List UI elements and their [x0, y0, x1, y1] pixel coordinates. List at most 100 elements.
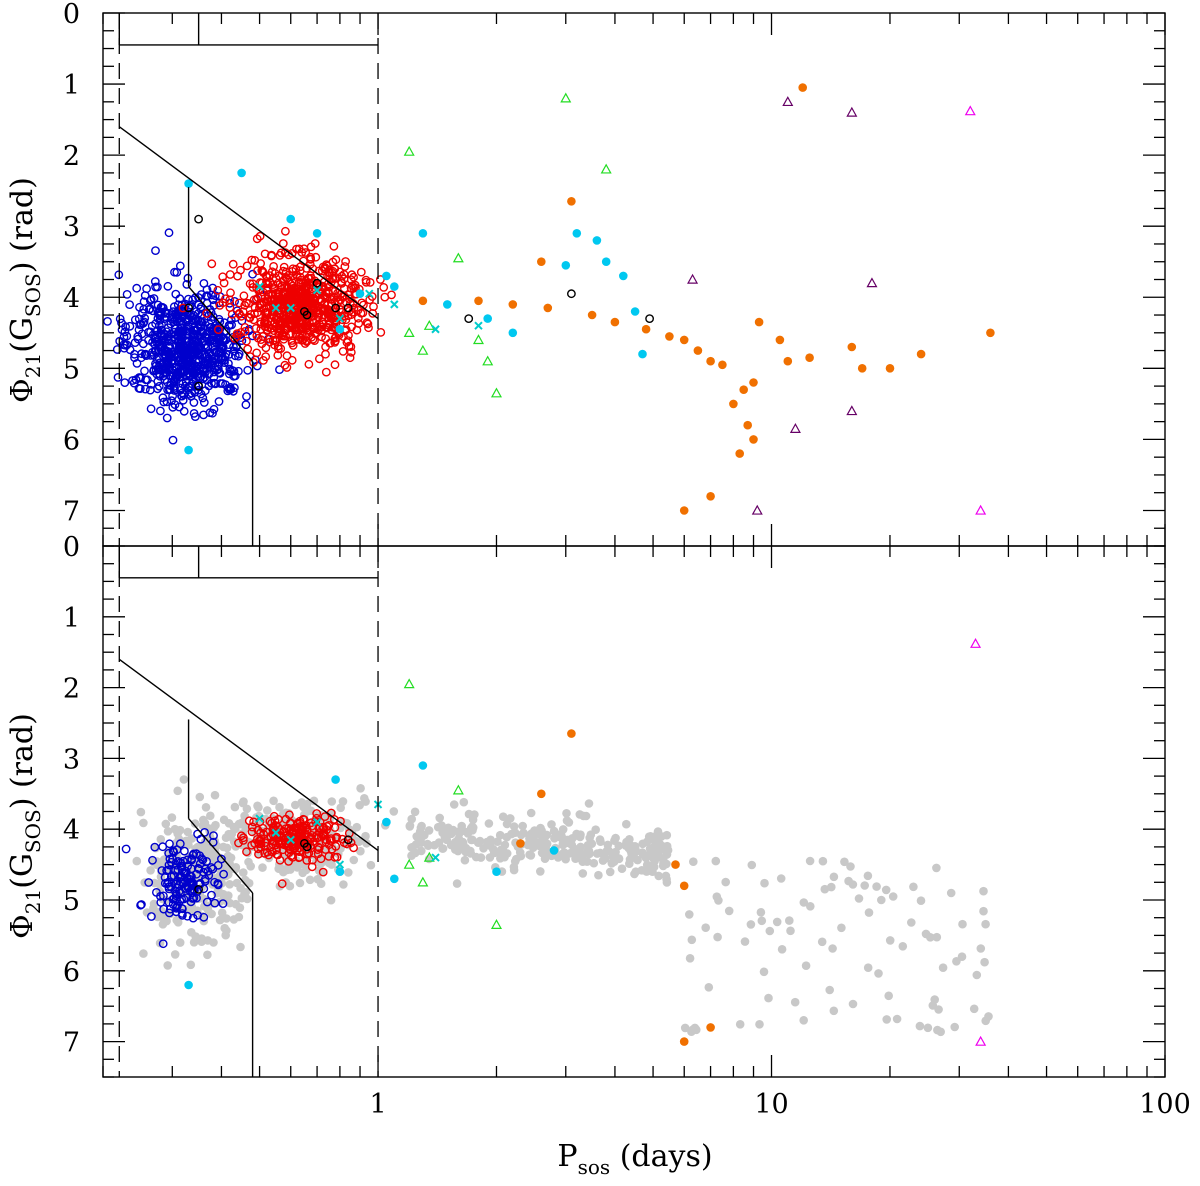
cluster-point	[203, 866, 213, 876]
background-point	[916, 896, 926, 905]
cluster-point	[187, 388, 197, 398]
background-point	[958, 919, 967, 929]
cluster-point	[175, 294, 185, 304]
cluster-point	[210, 898, 220, 908]
background-point	[547, 820, 556, 829]
cluster-point	[257, 278, 267, 288]
background-point	[435, 813, 445, 823]
background-point	[139, 818, 148, 828]
background-point	[493, 837, 502, 846]
data-point	[418, 761, 428, 770]
top-y-axis-label: Φ21(GSOS) (rad)	[5, 177, 45, 403]
background-point	[764, 993, 773, 1003]
background-point	[452, 879, 462, 888]
cluster-point	[209, 404, 219, 414]
cluster-point	[193, 357, 203, 367]
cluster-point	[213, 285, 223, 295]
data-point	[679, 881, 689, 891]
cluster-point	[242, 261, 252, 271]
cluster-point	[281, 272, 290, 282]
background-point	[854, 894, 864, 903]
background-point	[564, 818, 574, 827]
cluster-point	[176, 391, 186, 401]
background-point	[405, 822, 415, 831]
background-point	[735, 1020, 745, 1029]
data-point	[490, 387, 503, 398]
cluster-point	[247, 827, 257, 837]
bottom-axis-ticks	[102, 545, 1166, 1078]
cluster-point	[200, 372, 210, 382]
cluster-point	[276, 282, 286, 292]
cluster-point	[164, 908, 174, 918]
cluster-point	[210, 347, 220, 357]
cluster-point	[356, 308, 366, 318]
cluster-point	[229, 371, 239, 381]
background-point	[926, 933, 935, 942]
cluster-point	[303, 297, 312, 307]
background-point	[163, 827, 173, 836]
background-point	[411, 840, 421, 849]
cluster-point	[297, 335, 306, 345]
data-point	[729, 399, 738, 409]
background-point	[611, 847, 620, 857]
background-point	[352, 822, 362, 832]
background-point	[339, 880, 348, 889]
cluster-point	[326, 313, 336, 323]
cluster-point	[171, 865, 180, 875]
data-point	[472, 334, 484, 345]
cluster-point	[323, 322, 333, 332]
data-point	[482, 355, 494, 366]
background-point	[243, 894, 252, 904]
cluster-point	[225, 364, 235, 374]
background-point	[219, 815, 229, 825]
background-point	[344, 868, 353, 877]
cluster-point	[182, 279, 192, 289]
data-point	[749, 378, 758, 387]
background-point	[721, 877, 730, 887]
cluster-point	[387, 290, 396, 300]
background-point	[938, 963, 948, 972]
cluster-point	[213, 325, 223, 334]
cluster-point	[248, 282, 258, 292]
background-point	[829, 872, 839, 882]
data-point	[302, 842, 312, 852]
cluster-point	[330, 337, 340, 347]
background-point	[479, 844, 488, 853]
background-point	[574, 849, 584, 859]
cluster-point	[117, 325, 127, 335]
cluster-point	[363, 319, 373, 329]
cluster-point	[241, 400, 251, 410]
background-point	[253, 801, 262, 811]
data-point	[846, 106, 858, 117]
data-point	[866, 277, 878, 288]
cluster-point	[125, 345, 135, 355]
data-point	[452, 252, 464, 263]
cluster-point	[238, 833, 248, 843]
cluster-point	[250, 839, 260, 848]
background-point	[820, 884, 830, 894]
cluster-point	[162, 866, 172, 875]
cluster-point	[274, 830, 284, 840]
data-point	[474, 296, 483, 306]
background-point	[663, 845, 673, 855]
cluster-point	[133, 334, 143, 344]
cluster-point	[121, 844, 131, 854]
cluster-point	[346, 275, 356, 285]
cluster-point	[165, 839, 174, 849]
data-point	[302, 310, 312, 320]
background-point	[186, 960, 196, 970]
cluster-point	[155, 891, 165, 901]
background-point	[646, 832, 655, 841]
cluster-point	[277, 879, 287, 889]
cluster-point	[194, 293, 203, 302]
cluster-point	[113, 372, 123, 382]
background-point	[495, 830, 505, 840]
data-point	[403, 858, 415, 869]
background-point	[410, 807, 420, 817]
cluster-point	[376, 327, 386, 337]
cluster-point	[182, 352, 192, 362]
background-point	[139, 949, 148, 958]
background-point	[818, 856, 828, 866]
data-point	[423, 851, 435, 862]
